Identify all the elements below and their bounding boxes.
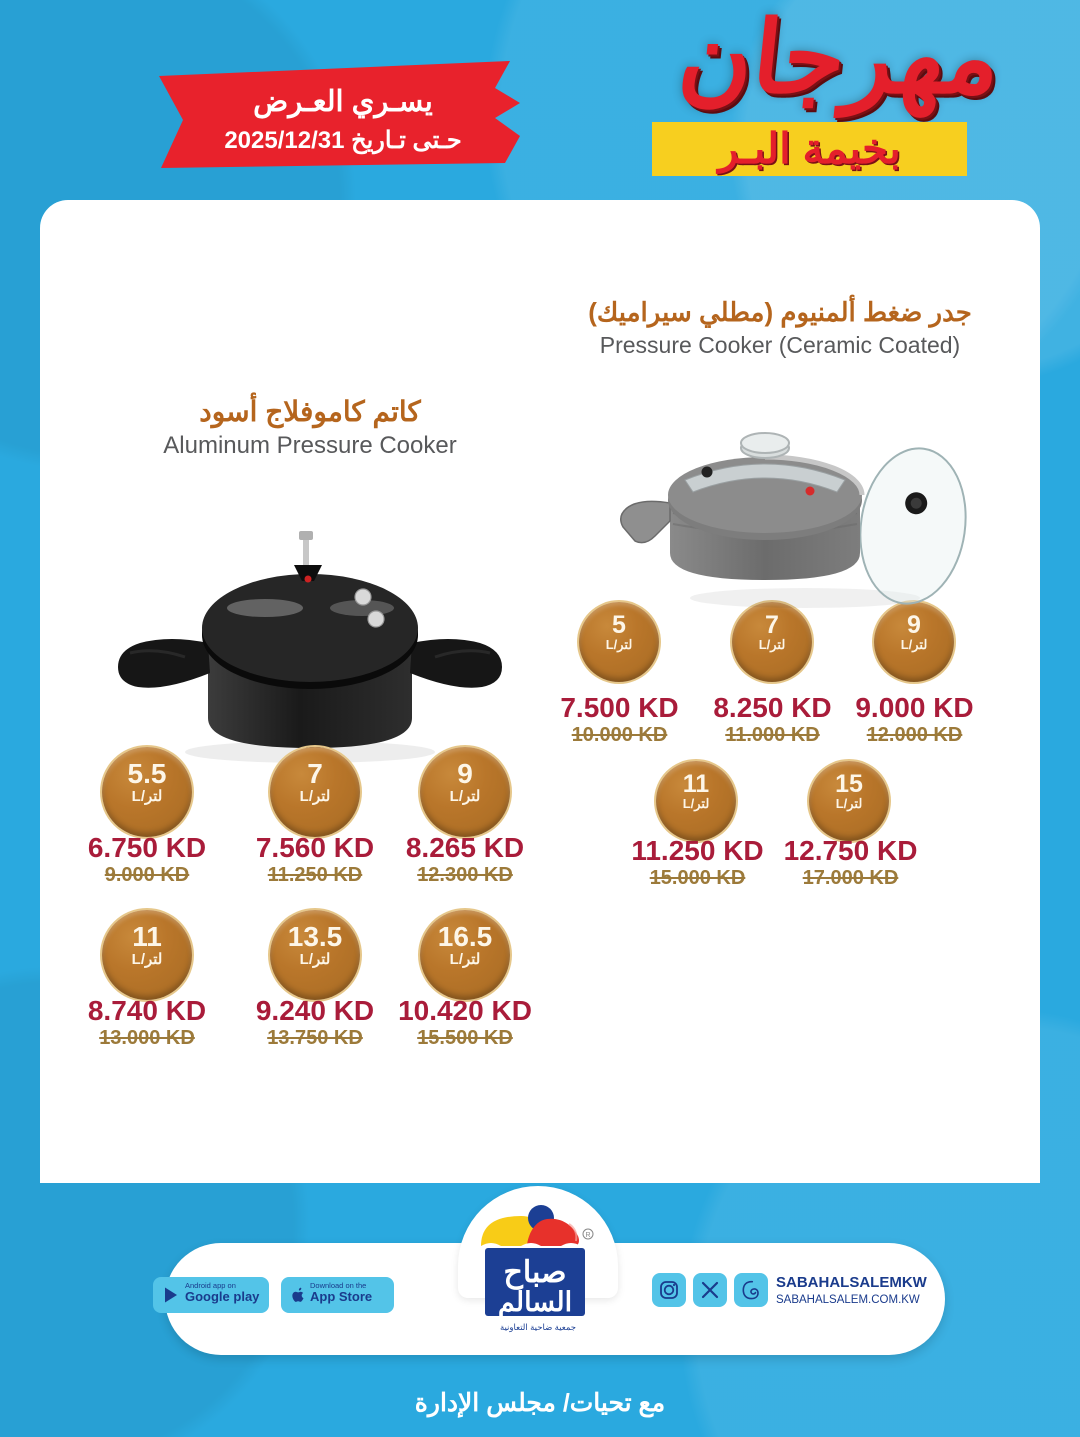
svg-text:R: R — [585, 1232, 590, 1239]
svg-text:صباح: صباح — [503, 1256, 566, 1290]
svg-text:حـتى تـاريخ 2025/12/31: حـتى تـاريخ 2025/12/31 — [224, 127, 461, 155]
svg-text:السالم: السالم — [498, 1287, 572, 1318]
svg-text:يسـري العـرض: يسـري العـرض — [253, 86, 433, 119]
